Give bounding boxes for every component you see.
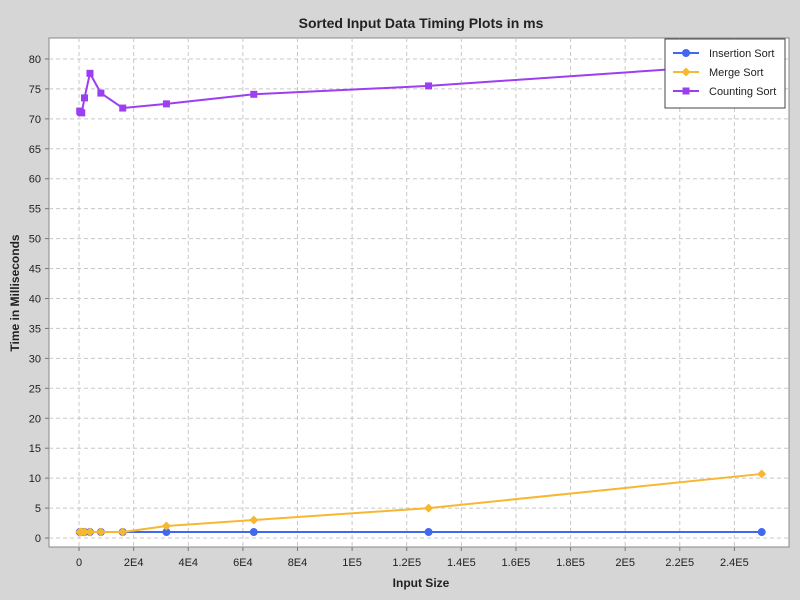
x-tick-label: 2.4E5 [720,557,749,569]
counting-sort-point [86,69,94,77]
y-tick-label: 55 [29,204,41,216]
x-axis: 0 2E4 4E4 6E4 8E4 1E5 1.2E5 1.4E5 1.6E5 1.8E5 2E5 2… [76,547,749,569]
y-tick-label: 50 [29,234,41,246]
chart-title: Sorted Input Data Timing Plots in ms [299,15,544,31]
counting-sort-point [119,104,127,112]
merge-sort-series [75,469,767,537]
y-tick-label: 25 [29,383,41,395]
merge-sort-point [118,527,128,537]
y-axis-label: Time in Milliseconds [8,234,22,351]
x-tick-label: 2.2E5 [665,557,694,569]
insertion-sort-legend-label: Insertion Sort [709,48,774,60]
x-tick-label: 1.2E5 [392,557,421,569]
x-tick-label: 1E5 [342,557,362,569]
x-axis-label: Input Size [393,576,450,590]
insertion-sort-point [162,528,171,537]
merge-sort-point [161,521,171,531]
merge-sort-point [249,515,259,525]
x-tick-label: 2E5 [615,557,635,569]
merge-sort-point [424,503,434,513]
insertion-sort-point [757,528,766,537]
y-tick-label: 80 [29,54,41,66]
counting-sort-point [80,94,88,102]
x-tick-label: 4E4 [178,557,198,569]
y-tick-label: 10 [29,473,41,485]
counting-sort-point [425,82,433,90]
merge-sort-point [85,527,95,537]
y-tick-label: 65 [29,144,41,156]
insertion-sort-legend-marker [682,49,690,57]
y-tick-label: 30 [29,353,41,365]
y-tick-label: 75 [29,84,41,96]
y-tick-label: 0 [35,533,41,545]
counting-sort-point [97,89,105,97]
x-tick-label: 8E4 [288,557,308,569]
counting-sort-point [162,100,170,108]
x-tick-label: 1.8E5 [556,557,585,569]
y-tick-label: 40 [29,293,41,305]
y-tick-label: 15 [29,443,41,455]
y-tick-label: 45 [29,264,41,276]
y-tick-label: 5 [35,503,41,515]
insertion-sort-point [249,528,258,537]
series-layer [75,59,767,537]
merge-sort-legend-label: Merge Sort [709,67,763,79]
plot-area [48,37,790,548]
y-tick-label: 60 [29,174,41,186]
x-tick-label: 6E4 [233,557,253,569]
merge-sort-point [757,469,767,479]
counting-sort-legend-label: Counting Sort [709,86,776,98]
legend: Insertion Sort Merge Sort Counting Sort [664,38,786,109]
merge-sort-point [96,527,106,537]
x-tick-label: 2E4 [124,557,144,569]
y-tick-label: 70 [29,114,41,126]
y-tick-label: 20 [29,413,41,425]
y-axis: 0 5 10 15 20 25 30 35 40 45 50 55 60 65 70 75 80 [29,54,49,545]
merge-sort-legend-marker [681,67,691,77]
counting-sort-point [78,109,86,117]
counting-sort-legend-marker [682,87,690,95]
merge-sort-point [79,527,89,537]
x-tick-label: 1.6E5 [502,557,531,569]
counting-sort-point [250,90,258,98]
y-tick-label: 35 [29,323,41,335]
x-tick-label: 1.4E5 [447,557,476,569]
x-tick-label: 0 [76,557,82,569]
insertion-sort-point [424,528,433,537]
